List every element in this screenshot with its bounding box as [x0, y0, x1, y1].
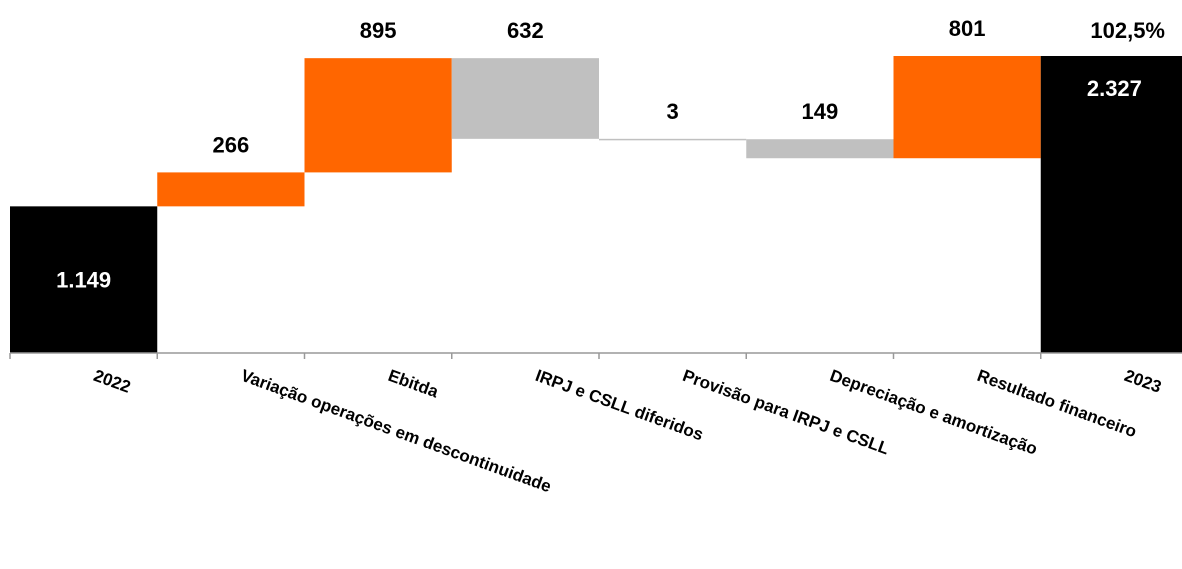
bar-4 [599, 138, 747, 141]
value-label-4: 3 [667, 99, 679, 124]
bars-group [10, 56, 1182, 353]
category-label-3: IRPJ e CSLL diferidos [533, 366, 706, 444]
value-labels-group: 1.149 266 895 632 3 149 801 2.327 [56, 16, 1142, 293]
value-label-7: 2.327 [1087, 76, 1142, 101]
value-label-2: 895 [360, 18, 397, 43]
x-axis [9, 352, 1182, 359]
value-label-0: 1.149 [56, 268, 111, 293]
value-label-6: 801 [949, 16, 986, 41]
value-label-3: 632 [507, 18, 544, 43]
bar-2 [304, 58, 452, 173]
bar-1 [157, 172, 305, 207]
category-label-0: 2022 [91, 366, 133, 397]
bar-6 [893, 56, 1041, 159]
category-label-7: 2023 [1122, 366, 1164, 397]
value-label-1: 266 [213, 132, 250, 157]
bar-0 [10, 206, 158, 353]
bar-5 [746, 139, 894, 159]
growth-annotation: 102,5% [1090, 18, 1165, 43]
value-label-5: 149 [802, 99, 839, 124]
category-labels-group: 2022 Variação operações em descontinuidad… [91, 366, 1164, 496]
category-label-2: Ebitda [386, 366, 442, 402]
bar-7 [1040, 56, 1182, 353]
bar-3 [451, 58, 599, 139]
